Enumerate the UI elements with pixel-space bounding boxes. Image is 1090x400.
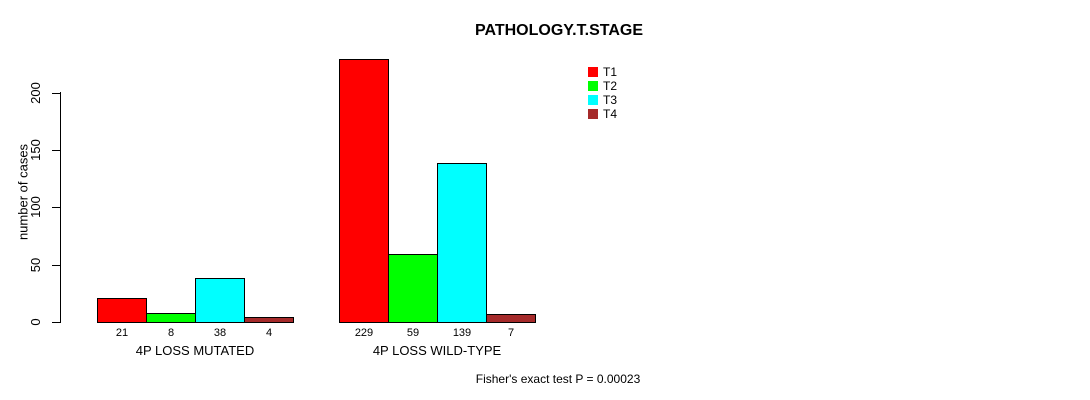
bar-value-label: 7 (507, 327, 515, 339)
legend-item: T4 (588, 107, 617, 121)
bar-value-label: 38 (213, 327, 227, 339)
bar-value-label: 229 (354, 327, 374, 339)
bar-t2 (146, 313, 196, 323)
legend-swatch (588, 95, 598, 105)
y-tick (52, 322, 61, 323)
bar-t2 (388, 254, 438, 323)
legend-swatch (588, 67, 598, 77)
y-tick (52, 93, 61, 94)
bar-t1 (97, 298, 147, 323)
legend-label: T1 (603, 65, 618, 79)
bar-value-label: 4 (265, 327, 273, 339)
legend-swatch (588, 81, 598, 91)
bar-t1 (339, 59, 389, 323)
x-group-label: 4P LOSS MUTATED (135, 343, 255, 358)
y-tick (52, 207, 61, 208)
x-group-label: 4P LOSS WILD-TYPE (372, 343, 502, 358)
legend-swatch (588, 109, 598, 119)
bar-value-label: 59 (406, 327, 420, 339)
y-tick (52, 265, 61, 266)
legend-item: T2 (588, 79, 617, 93)
bar-value-label: 139 (452, 327, 472, 339)
y-tick-label: 200 (28, 82, 43, 104)
bar-t3 (195, 278, 245, 323)
bar-value-label: 21 (115, 327, 129, 339)
chart-title: PATHOLOGY.T.STAGE (474, 22, 644, 39)
legend-label: T3 (603, 93, 618, 107)
y-tick-label: 100 (28, 196, 43, 218)
bar-value-label: 8 (167, 327, 175, 339)
bar-t3 (437, 163, 487, 323)
y-tick-label: 50 (28, 257, 43, 273)
legend-label: T4 (603, 107, 618, 121)
legend-item: T1 (588, 65, 617, 79)
legend: T1 T2 T3 T4 (588, 65, 617, 121)
bar-t4 (486, 314, 536, 323)
bar-t4 (244, 317, 294, 323)
y-tick (52, 150, 61, 151)
annotation-text: Fisher's exact test P = 0.00023 (475, 372, 641, 386)
y-tick-label: 0 (28, 318, 43, 326)
legend-label: T2 (603, 79, 618, 93)
legend-item: T3 (588, 93, 617, 107)
y-tick-label: 150 (28, 139, 43, 161)
